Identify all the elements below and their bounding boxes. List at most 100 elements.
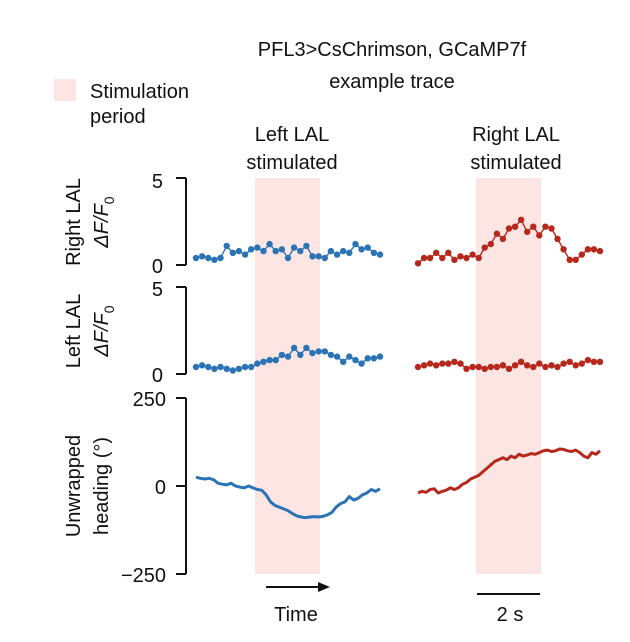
- data-point: [327, 247, 335, 255]
- data-point: [548, 362, 555, 369]
- data-point: [217, 363, 224, 371]
- series-layer: [192, 216, 604, 520]
- data-point: [315, 253, 322, 260]
- data-point: [445, 360, 452, 367]
- data-point: [493, 230, 501, 237]
- data-point: [596, 247, 604, 255]
- ylabel-row1-line2: ΔF/F0: [91, 196, 117, 248]
- series-4: [195, 475, 381, 520]
- series-5: [417, 447, 601, 495]
- tick-label-row3-mid: 0: [155, 477, 166, 499]
- data-point: [229, 249, 236, 256]
- data-point: [358, 360, 365, 367]
- data-point: [376, 353, 384, 360]
- data-point: [590, 358, 598, 365]
- data-point: [198, 253, 206, 260]
- data-point: [578, 251, 585, 258]
- tick-label-row1-bottom: 0: [152, 256, 163, 278]
- ylabel-row1-main: ΔF/F: [91, 202, 113, 248]
- data-point: [542, 363, 549, 371]
- tick-label-row3-top: 250: [133, 389, 166, 411]
- data-point: [584, 356, 592, 364]
- tick-label-row2-bottom: 0: [152, 365, 163, 387]
- data-point: [303, 344, 310, 352]
- tick-label-row1-top: 5: [152, 171, 163, 193]
- data-point: [590, 246, 598, 253]
- data-point: [536, 232, 543, 239]
- data-point: [414, 260, 422, 267]
- data-point: [572, 256, 579, 263]
- data-point: [420, 254, 428, 262]
- column-title-left-line1: Left LAL: [255, 124, 330, 146]
- data-point: [211, 365, 218, 372]
- data-point: [445, 249, 452, 256]
- data-point: [370, 249, 378, 256]
- data-point: [469, 363, 476, 371]
- data-point: [352, 240, 359, 248]
- series-1: [414, 216, 604, 267]
- data-point: [272, 356, 279, 364]
- data-point: [548, 225, 555, 232]
- data-point: [297, 351, 304, 359]
- data-point: [321, 348, 328, 355]
- data-point: [198, 362, 206, 369]
- data-point: [505, 365, 513, 372]
- ylabel-row2-sub: 0: [101, 305, 117, 313]
- data-point: [439, 254, 446, 262]
- data-point: [426, 254, 434, 262]
- data-point: [481, 244, 488, 251]
- data-point: [223, 365, 230, 372]
- ylabel-row1-sub: 0: [101, 196, 117, 204]
- data-point: [333, 353, 341, 360]
- data-point: [309, 349, 316, 357]
- stimulation-period-right: [476, 178, 541, 574]
- data-point: [487, 363, 494, 371]
- data-point: [321, 254, 328, 262]
- data-point: [278, 246, 286, 253]
- legend-label-line1: Stimulation: [90, 81, 189, 103]
- data-point: [596, 358, 604, 365]
- data-point: [241, 251, 249, 258]
- data-point: [554, 235, 561, 243]
- data-point: [333, 251, 341, 258]
- data-point: [309, 253, 316, 260]
- figure-title: PFL3>CsChrimson, GCaMP7f: [258, 39, 527, 61]
- data-point: [560, 360, 567, 367]
- data-point: [346, 353, 353, 360]
- figure-subtitle: example trace: [329, 71, 455, 93]
- data-point: [499, 362, 507, 369]
- legend-label-line2: period: [90, 106, 146, 128]
- data-point: [433, 249, 440, 256]
- series-2: [192, 344, 384, 374]
- data-point: [284, 254, 292, 262]
- data-point: [248, 363, 255, 371]
- data-point: [340, 358, 347, 365]
- time-label: Time: [274, 604, 318, 626]
- ylabel-row3-line2: heading (°): [91, 437, 113, 535]
- data-point: [414, 363, 422, 371]
- data-point: [266, 240, 273, 248]
- series-3: [414, 356, 604, 372]
- y-axis-row3: [176, 397, 187, 575]
- data-point: [260, 247, 267, 255]
- data-point: [327, 351, 335, 359]
- data-point: [572, 362, 579, 369]
- data-point: [223, 242, 230, 250]
- data-point: [346, 249, 353, 256]
- data-point: [475, 254, 482, 262]
- data-point: [511, 223, 519, 230]
- data-point: [493, 363, 501, 371]
- data-point: [192, 254, 200, 262]
- data-point: [192, 363, 200, 371]
- data-point: [352, 356, 359, 364]
- data-point: [560, 246, 567, 253]
- data-point: [524, 228, 531, 236]
- data-point: [542, 223, 549, 230]
- data-point: [235, 247, 243, 255]
- data-point: [433, 362, 440, 369]
- data-point: [536, 360, 543, 367]
- column-title-left-line2: stimulated: [246, 152, 337, 174]
- data-point: [566, 358, 573, 365]
- tick-label-row2-top: 5: [152, 279, 163, 301]
- data-point: [376, 251, 384, 258]
